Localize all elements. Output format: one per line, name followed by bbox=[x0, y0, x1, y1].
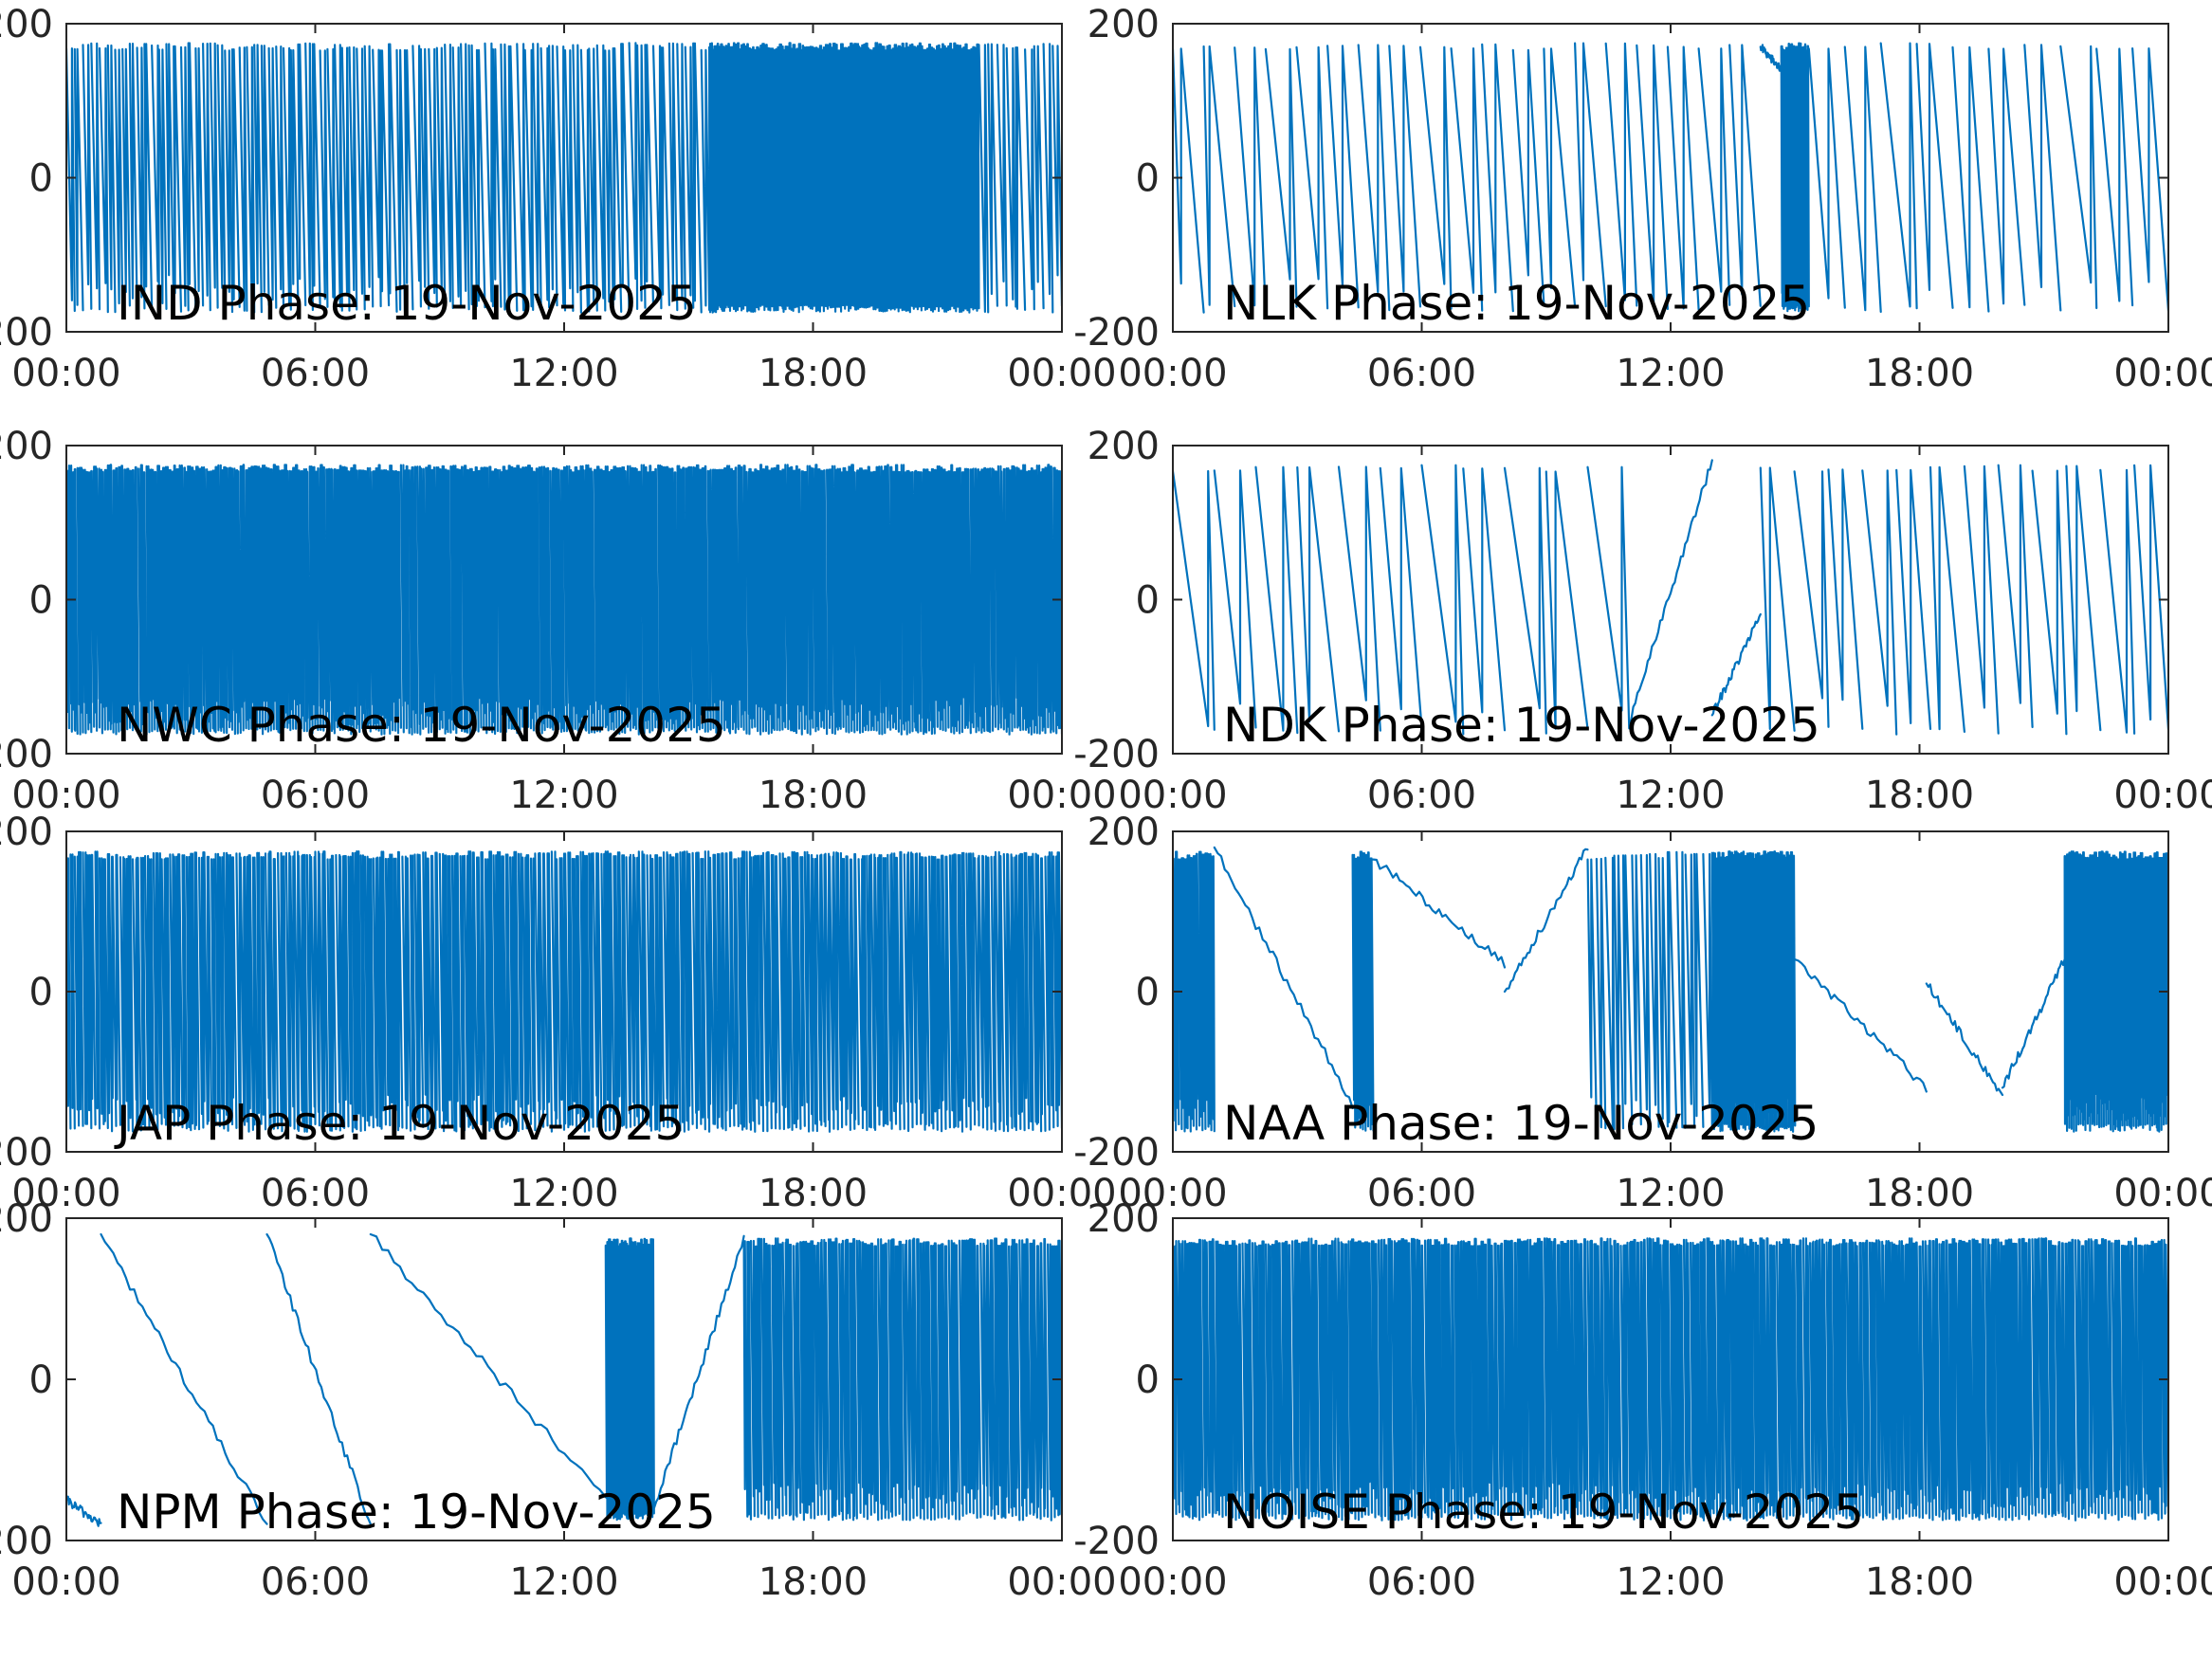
x-tick-label: 12:00 bbox=[1616, 352, 1725, 395]
x-tick-label: 00:00 bbox=[11, 352, 120, 395]
x-tick-label: 00:00 bbox=[2113, 774, 2212, 817]
panel-title: NAA Phase: 19-Nov-2025 bbox=[1223, 1096, 1819, 1151]
x-tick-label: 18:00 bbox=[759, 1560, 868, 1604]
x-tick-label: 18:00 bbox=[759, 1172, 868, 1215]
x-tick-label: 12:00 bbox=[1616, 1172, 1725, 1215]
x-tick-label: 00:00 bbox=[11, 774, 120, 817]
y-tick-label: 200 bbox=[1088, 811, 1160, 854]
x-tick-label: 00:00 bbox=[1007, 1172, 1116, 1215]
x-tick-label: 00:00 bbox=[1118, 352, 1227, 395]
x-tick-label: 00:00 bbox=[1118, 774, 1227, 817]
y-tick-label: -200 bbox=[0, 1520, 53, 1563]
x-tick-label: 12:00 bbox=[509, 774, 618, 817]
x-tick-label: 12:00 bbox=[509, 1172, 618, 1215]
phase-series-line bbox=[66, 42, 1062, 314]
y-tick-label: 0 bbox=[1136, 1358, 1160, 1402]
y-tick-label: 200 bbox=[1088, 1197, 1160, 1241]
x-tick-label: 00:00 bbox=[1007, 352, 1116, 395]
y-tick-label: 200 bbox=[0, 1197, 53, 1241]
y-tick-label: 0 bbox=[29, 1358, 53, 1402]
x-tick-label: 00:00 bbox=[1007, 774, 1116, 817]
y-tick-label: 200 bbox=[1088, 3, 1160, 46]
x-tick-label: 00:00 bbox=[2113, 352, 2212, 395]
y-tick-label: 0 bbox=[1136, 971, 1160, 1014]
panel-title: NDK Phase: 19-Nov-2025 bbox=[1223, 698, 1820, 753]
y-tick-label: 200 bbox=[0, 811, 53, 854]
x-tick-label: 06:00 bbox=[1367, 1560, 1476, 1604]
x-tick-label: 18:00 bbox=[759, 774, 868, 817]
x-tick-label: 12:00 bbox=[1616, 774, 1725, 817]
y-tick-label: 0 bbox=[29, 579, 53, 623]
panel-title: NOISE Phase: 19-Nov-2025 bbox=[1223, 1485, 1864, 1540]
x-tick-label: 06:00 bbox=[1367, 352, 1476, 395]
x-tick-label: 00:00 bbox=[1118, 1172, 1227, 1215]
phase-series-line bbox=[1173, 42, 2168, 314]
y-tick-label: 200 bbox=[1088, 425, 1160, 468]
x-tick-label: 06:00 bbox=[261, 1560, 370, 1604]
panel-title: JAP Phase: 19-Nov-2025 bbox=[114, 1096, 685, 1151]
x-tick-label: 00:00 bbox=[1007, 1560, 1116, 1604]
x-tick-label: 00:00 bbox=[11, 1172, 120, 1215]
phase-series-line bbox=[66, 1232, 1062, 1527]
phase-series-line bbox=[1173, 1237, 2168, 1522]
x-tick-label: 06:00 bbox=[1367, 774, 1476, 817]
x-tick-label: 18:00 bbox=[759, 352, 868, 395]
panel-title: NLK Phase: 19-Nov-2025 bbox=[1223, 276, 1810, 331]
y-tick-label: -200 bbox=[0, 311, 53, 355]
phase-series-line bbox=[1173, 459, 2168, 736]
x-tick-label: 00:00 bbox=[1118, 1560, 1227, 1604]
x-tick-label: 00:00 bbox=[2113, 1560, 2212, 1604]
x-tick-label: 18:00 bbox=[1865, 1560, 1974, 1604]
panel-title: NWC Phase: 19-Nov-2025 bbox=[117, 698, 726, 753]
x-tick-label: 06:00 bbox=[261, 774, 370, 817]
y-tick-label: -200 bbox=[1073, 733, 1160, 776]
x-tick-label: 12:00 bbox=[1616, 1560, 1725, 1604]
x-tick-label: 06:00 bbox=[261, 352, 370, 395]
phase-series-line bbox=[1173, 846, 2168, 1133]
y-tick-label: 0 bbox=[29, 971, 53, 1014]
x-tick-label: 06:00 bbox=[1367, 1172, 1476, 1215]
y-tick-label: 0 bbox=[29, 157, 53, 201]
y-tick-label: 200 bbox=[0, 3, 53, 46]
x-tick-label: 12:00 bbox=[509, 1560, 618, 1604]
x-tick-label: 00:00 bbox=[11, 1560, 120, 1604]
panel-title: NPM Phase: 19-Nov-2025 bbox=[117, 1485, 716, 1540]
y-tick-label: -200 bbox=[1073, 311, 1160, 355]
phase-series-line bbox=[66, 850, 1062, 1133]
x-tick-label: 18:00 bbox=[1865, 1172, 1974, 1215]
x-tick-label: 12:00 bbox=[509, 352, 618, 395]
y-tick-label: -200 bbox=[0, 733, 53, 776]
y-tick-label: -200 bbox=[0, 1131, 53, 1175]
y-tick-label: 0 bbox=[1136, 157, 1160, 201]
y-tick-label: 0 bbox=[1136, 579, 1160, 623]
y-tick-label: 200 bbox=[0, 425, 53, 468]
y-tick-label: -200 bbox=[1073, 1520, 1160, 1563]
x-tick-label: 06:00 bbox=[261, 1172, 370, 1215]
panel-title: IND Phase: 19-Nov-2025 bbox=[117, 276, 697, 331]
y-tick-label: -200 bbox=[1073, 1131, 1160, 1175]
phase-series-line bbox=[66, 464, 1062, 736]
x-tick-label: 18:00 bbox=[1865, 352, 1974, 395]
x-tick-label: 18:00 bbox=[1865, 774, 1974, 817]
x-tick-label: 00:00 bbox=[2113, 1172, 2212, 1215]
